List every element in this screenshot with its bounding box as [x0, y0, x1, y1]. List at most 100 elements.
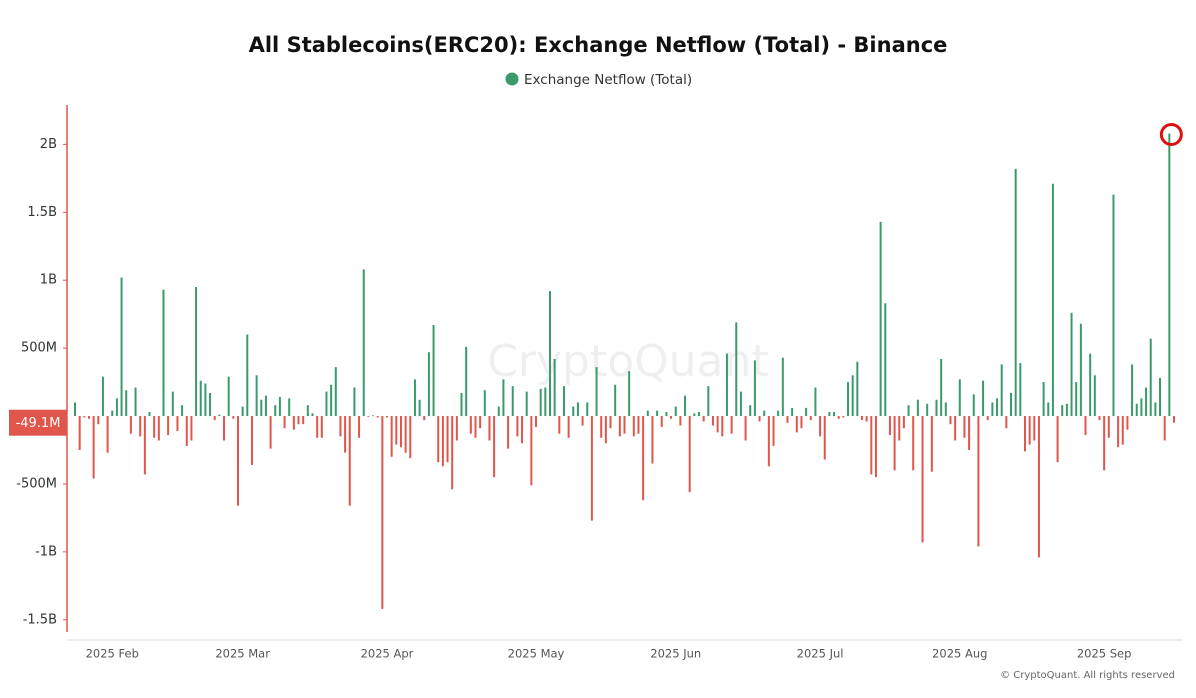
bar: [274, 405, 277, 417]
watermark: CryptoQuant: [487, 336, 769, 387]
bar: [1000, 364, 1003, 417]
bar: [1131, 364, 1134, 417]
bar: [74, 402, 76, 417]
bar: [642, 416, 645, 501]
bar: [539, 388, 542, 417]
bar: [171, 391, 174, 417]
bar: [1107, 416, 1110, 438]
bar: [847, 382, 850, 417]
bar: [236, 416, 239, 506]
bar: [1056, 416, 1059, 463]
bar: [888, 416, 891, 436]
bar: [227, 376, 230, 417]
bar: [483, 390, 486, 417]
bar: [264, 395, 267, 417]
bar: [381, 416, 384, 609]
bar: [656, 410, 659, 417]
bar: [916, 399, 919, 417]
bar: [670, 416, 673, 419]
bar: [334, 367, 337, 417]
bar: [944, 402, 947, 417]
bar: [1149, 338, 1152, 417]
bar: [1023, 416, 1026, 452]
bar: [1028, 416, 1031, 445]
x-tick-label: 2025 Apr: [361, 647, 414, 661]
bar: [195, 287, 198, 417]
bar: [954, 416, 957, 441]
bar: [115, 398, 118, 417]
bar: [418, 399, 421, 417]
bar: [618, 416, 621, 437]
bar: [823, 416, 826, 460]
bar: [874, 416, 877, 478]
bar: [213, 416, 216, 421]
bar: [725, 353, 728, 417]
bar: [1005, 416, 1008, 429]
bar: [502, 379, 505, 417]
bar: [1159, 378, 1162, 417]
bar: [996, 398, 999, 417]
bar: [572, 406, 575, 417]
bar: [674, 406, 677, 417]
bar: [339, 416, 342, 437]
bar: [828, 411, 831, 417]
bar: [986, 416, 989, 421]
bar: [646, 410, 649, 417]
bar: [819, 416, 822, 437]
bar: [1051, 183, 1054, 417]
bar: [972, 394, 975, 417]
bar: [1168, 133, 1171, 417]
bar: [232, 416, 235, 419]
bar: [1103, 416, 1106, 471]
bar: [320, 416, 323, 438]
bar: [935, 399, 938, 417]
bar: [949, 416, 952, 425]
bar: [111, 410, 114, 417]
bar: [469, 416, 472, 434]
current-value-box: [9, 409, 67, 436]
bar: [218, 414, 221, 417]
y-tick-label: -500M: [16, 476, 57, 491]
bar: [372, 415, 375, 417]
x-tick-label: 2025 Jun: [650, 647, 701, 661]
bar: [791, 407, 794, 417]
bar: [767, 416, 770, 467]
bar: [1163, 416, 1166, 441]
bar: [1140, 398, 1143, 417]
bar: [488, 416, 491, 441]
bar: [185, 416, 188, 446]
y-tick-label: -1B: [35, 544, 57, 559]
bar: [735, 322, 738, 417]
bar: [739, 391, 742, 417]
bar: [362, 269, 365, 417]
bar: [311, 413, 314, 417]
bar: [521, 416, 524, 444]
bar: [1084, 416, 1087, 436]
bar: [1145, 387, 1148, 417]
bar: [809, 416, 812, 421]
y-tick-label: 1.5B: [27, 205, 57, 220]
bar: [1098, 416, 1101, 421]
bar: [786, 416, 789, 423]
bar: [1014, 168, 1017, 417]
bar: [288, 398, 291, 417]
bar: [148, 411, 151, 417]
legend-label: Exchange Netflow (Total): [524, 72, 692, 88]
bar: [516, 416, 519, 437]
bar: [125, 390, 128, 417]
bar: [548, 291, 551, 417]
x-tick-label: 2025 Sep: [1077, 647, 1132, 661]
bar: [1117, 416, 1120, 448]
bar: [800, 416, 803, 429]
bar: [926, 403, 929, 417]
bar: [535, 416, 538, 427]
bar: [134, 387, 137, 417]
bar: [404, 416, 407, 453]
bar: [879, 221, 882, 417]
bar: [330, 384, 333, 417]
x-tick-label: 2025 Feb: [86, 647, 139, 661]
bar: [306, 405, 309, 417]
bar: [507, 416, 510, 449]
bar: [390, 416, 393, 457]
